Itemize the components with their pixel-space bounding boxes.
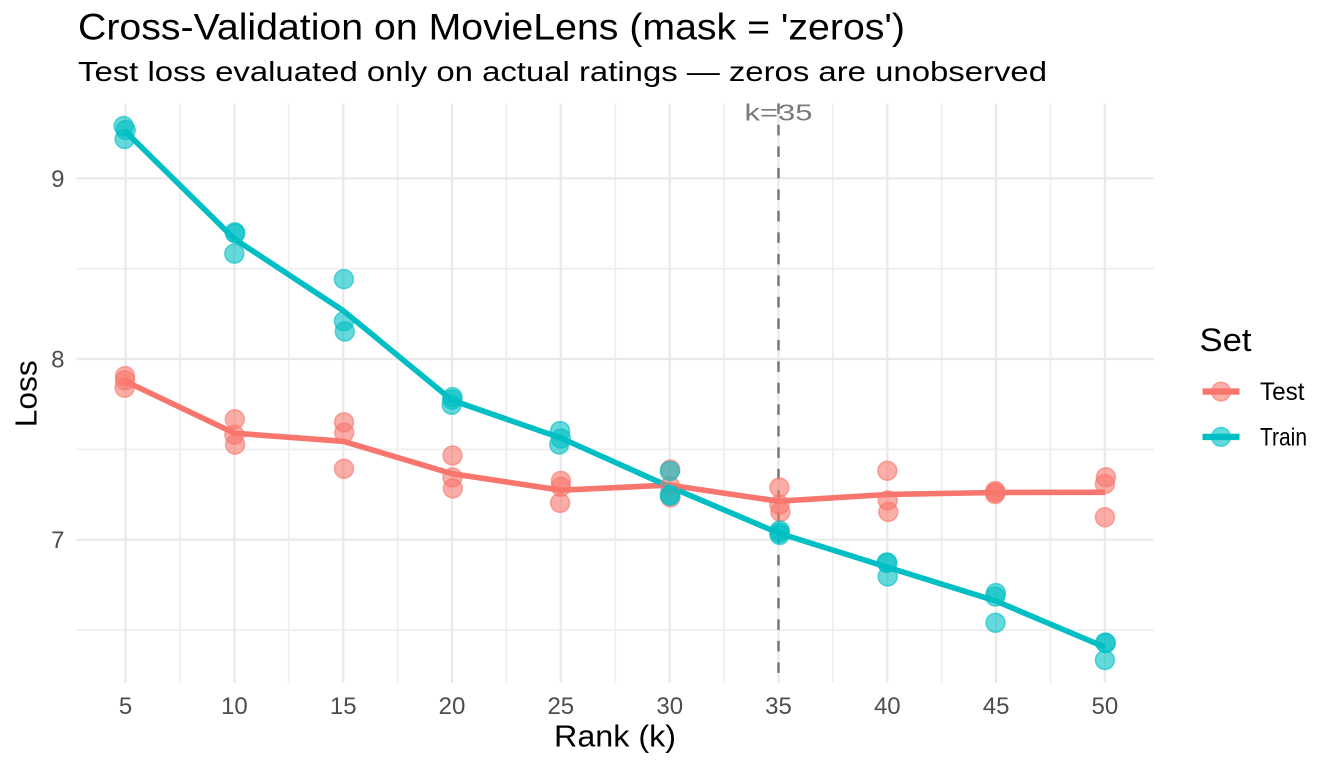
svg-text:9: 9 (51, 166, 64, 193)
svg-text:35: 35 (765, 693, 792, 720)
svg-text:Test: Test (1260, 378, 1305, 406)
svg-text:Train: Train (1260, 424, 1307, 452)
svg-text:30: 30 (656, 693, 683, 720)
svg-text:50: 50 (1092, 693, 1119, 720)
svg-text:Test loss evaluated only on ac: Test loss evaluated only on actual ratin… (78, 56, 1047, 87)
svg-text:Set: Set (1200, 322, 1252, 358)
svg-text:Loss: Loss (10, 360, 44, 427)
svg-text:k=35: k=35 (745, 100, 813, 126)
svg-text:25: 25 (547, 693, 574, 720)
svg-text:40: 40 (874, 693, 901, 720)
svg-text:5: 5 (119, 693, 132, 720)
svg-text:7: 7 (51, 527, 64, 554)
svg-text:Cross-Validation on MovieLens: Cross-Validation on MovieLens (mask = 'z… (78, 7, 905, 48)
svg-text:8: 8 (51, 347, 64, 374)
svg-text:45: 45 (983, 693, 1010, 720)
svg-text:10: 10 (221, 693, 248, 720)
svg-text:20: 20 (439, 693, 466, 720)
svg-text:15: 15 (330, 693, 357, 720)
svg-text:Rank (k): Rank (k) (554, 720, 676, 754)
